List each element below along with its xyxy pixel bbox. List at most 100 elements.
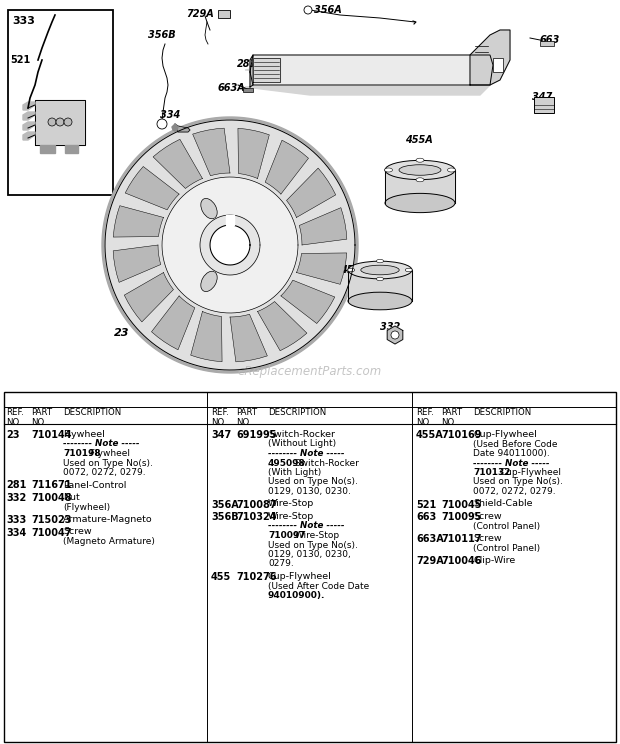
Text: (Magneto Armature): (Magneto Armature) xyxy=(63,537,155,546)
Ellipse shape xyxy=(448,168,456,172)
Text: 356B: 356B xyxy=(148,30,175,40)
Ellipse shape xyxy=(416,178,424,182)
Polygon shape xyxy=(265,140,309,194)
Text: Panel-Control: Panel-Control xyxy=(63,481,126,490)
Polygon shape xyxy=(162,177,298,313)
Polygon shape xyxy=(40,145,55,153)
Text: 332: 332 xyxy=(380,322,401,332)
Text: REF.
NO.: REF. NO. xyxy=(211,408,229,427)
Polygon shape xyxy=(125,167,179,210)
Text: 356A: 356A xyxy=(314,5,342,15)
Bar xyxy=(534,97,554,113)
Circle shape xyxy=(157,119,167,129)
Text: Armature-Magneto: Armature-Magneto xyxy=(63,515,153,524)
Polygon shape xyxy=(245,60,490,95)
Ellipse shape xyxy=(384,168,392,172)
Polygon shape xyxy=(250,55,493,85)
Text: Flywheel: Flywheel xyxy=(63,430,105,439)
Text: Wire-Stop: Wire-Stop xyxy=(268,499,314,508)
Polygon shape xyxy=(348,270,412,301)
Ellipse shape xyxy=(348,292,412,310)
Text: 495098: 495098 xyxy=(268,458,306,467)
Polygon shape xyxy=(286,168,335,217)
Text: REF.
NO.: REF. NO. xyxy=(416,408,434,427)
Text: Used on Type No(s).: Used on Type No(s). xyxy=(63,458,153,467)
Polygon shape xyxy=(23,102,35,110)
Ellipse shape xyxy=(376,260,384,263)
Text: Cup-Flywheel: Cup-Flywheel xyxy=(473,430,537,439)
Text: 663A: 663A xyxy=(218,83,246,93)
Text: 521: 521 xyxy=(416,499,436,510)
Text: (With Light): (With Light) xyxy=(268,468,321,477)
Text: 347: 347 xyxy=(211,430,231,440)
Text: Switch-Rocker: Switch-Rocker xyxy=(268,430,335,439)
Text: 710095: 710095 xyxy=(441,512,482,522)
Text: PART
NO.: PART NO. xyxy=(441,408,462,427)
Text: (Without Light): (Without Light) xyxy=(268,440,336,449)
Polygon shape xyxy=(23,112,35,120)
Text: 710046: 710046 xyxy=(441,556,482,566)
Text: -------- Note -----: -------- Note ----- xyxy=(268,449,345,458)
Polygon shape xyxy=(250,55,253,87)
Polygon shape xyxy=(388,326,403,344)
Text: 663: 663 xyxy=(540,35,560,45)
Text: 663: 663 xyxy=(416,512,436,522)
Polygon shape xyxy=(35,100,85,145)
Bar xyxy=(540,41,554,46)
Text: (Used Before Code: (Used Before Code xyxy=(473,440,557,449)
Polygon shape xyxy=(151,296,195,350)
Polygon shape xyxy=(210,225,250,265)
Text: 455A: 455A xyxy=(405,135,433,145)
Polygon shape xyxy=(124,272,174,322)
Text: -------- Note -----: -------- Note ----- xyxy=(473,458,549,467)
Text: 710097: 710097 xyxy=(268,531,306,540)
Polygon shape xyxy=(113,205,164,237)
Text: 356B: 356B xyxy=(211,512,239,522)
Text: 0072, 0272, 0279.: 0072, 0272, 0279. xyxy=(63,468,146,477)
Bar xyxy=(8,10,113,195)
Ellipse shape xyxy=(385,161,455,179)
Polygon shape xyxy=(102,117,358,373)
Text: Wire-Stop: Wire-Stop xyxy=(268,512,314,521)
Ellipse shape xyxy=(376,278,384,280)
Text: 521: 521 xyxy=(10,55,30,65)
Polygon shape xyxy=(172,124,178,131)
Text: 691995: 691995 xyxy=(236,430,277,440)
Text: 710117: 710117 xyxy=(441,534,482,544)
Bar xyxy=(493,58,503,72)
Polygon shape xyxy=(296,253,347,284)
Polygon shape xyxy=(253,58,280,82)
Text: Used on Type No(s).: Used on Type No(s). xyxy=(268,478,358,487)
Text: 455: 455 xyxy=(340,265,360,275)
Text: 711671: 711671 xyxy=(31,481,71,490)
Circle shape xyxy=(304,6,312,14)
Polygon shape xyxy=(238,128,269,179)
Text: DESCRIPTION: DESCRIPTION xyxy=(473,408,531,417)
Text: Switch-Rocker: Switch-Rocker xyxy=(292,458,359,467)
Text: 710198: 710198 xyxy=(63,449,100,458)
Text: 0129, 0130, 0230.: 0129, 0130, 0230. xyxy=(268,487,351,496)
Ellipse shape xyxy=(385,193,455,213)
Text: 729A: 729A xyxy=(186,9,214,19)
Text: 663A: 663A xyxy=(416,534,444,544)
Text: 332: 332 xyxy=(6,493,26,503)
Text: Cup-Flywheel: Cup-Flywheel xyxy=(268,572,332,581)
Polygon shape xyxy=(153,139,203,188)
Text: 455A: 455A xyxy=(416,430,444,440)
Text: -------- Note -----: -------- Note ----- xyxy=(268,522,345,530)
Text: 715023: 715023 xyxy=(31,515,71,525)
Text: Screw: Screw xyxy=(473,512,502,521)
Text: -------- Note -----: -------- Note ----- xyxy=(63,440,140,449)
Ellipse shape xyxy=(416,158,424,162)
Text: 710324: 710324 xyxy=(236,512,277,522)
Ellipse shape xyxy=(348,261,412,279)
Ellipse shape xyxy=(201,272,217,292)
Text: (Control Panel): (Control Panel) xyxy=(473,544,540,553)
Text: 23: 23 xyxy=(6,430,19,440)
Text: Shield-Cable: Shield-Cable xyxy=(473,499,533,508)
Text: Screw: Screw xyxy=(63,527,92,536)
Text: 281: 281 xyxy=(237,59,257,69)
Polygon shape xyxy=(230,314,267,362)
Text: 710144: 710144 xyxy=(31,430,71,440)
Bar xyxy=(218,10,230,18)
